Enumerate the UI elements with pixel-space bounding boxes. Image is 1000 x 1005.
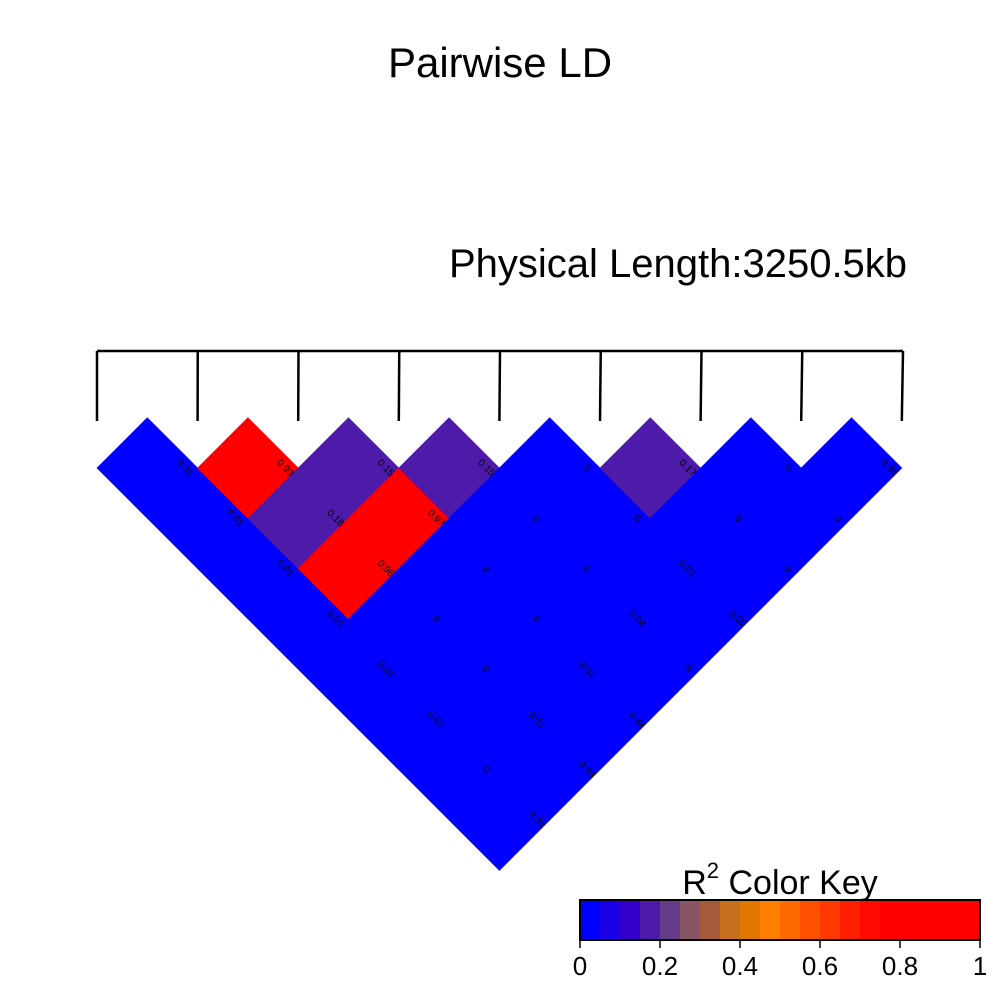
color-key-swatch-14 (860, 900, 881, 940)
color-key-swatch-9 (760, 900, 781, 940)
color-key-swatch-12 (820, 900, 841, 940)
ld-cells (97, 418, 902, 871)
color-key-swatch-16 (900, 900, 921, 940)
color-key-swatch-8 (740, 900, 761, 940)
map-connector-5 (600, 351, 601, 421)
color-key-tick-label-3: 0.6 (802, 951, 838, 981)
color-key-swatch-18 (940, 900, 961, 940)
color-key-swatch-3 (640, 900, 661, 940)
color-key-tick-label-4: 0.8 (882, 951, 918, 981)
color-key-title: R2 Color Key (682, 858, 878, 902)
color-key-swatch-0 (580, 900, 601, 940)
color-key-bar (580, 900, 981, 940)
map-connector-4 (499, 351, 500, 421)
color-key-swatch-5 (680, 900, 701, 940)
map-connector-6 (701, 351, 702, 421)
color-key-swatch-19 (960, 900, 981, 940)
color-key-swatch-10 (780, 900, 801, 940)
color-key-swatch-4 (660, 900, 681, 940)
color-key-swatch-2 (620, 900, 641, 940)
color-key-swatch-17 (920, 900, 941, 940)
color-key-tick-label-5: 1 (973, 951, 987, 981)
color-key-swatch-1 (600, 900, 621, 940)
color-key-swatch-7 (720, 900, 741, 940)
color-key-swatch-6 (700, 900, 721, 940)
chart-title: Pairwise LD (388, 39, 612, 86)
physical-length-label: Physical Length:3250.5kb (449, 242, 907, 286)
color-key-tick-label-1: 0.2 (642, 951, 678, 981)
color-key-tick-label-0: 0 (573, 951, 587, 981)
map-connector-8 (902, 351, 903, 421)
color-key-ticks: 0 0.2 0.4 0.6 0.8 1 (573, 940, 987, 981)
color-key-swatch-15 (880, 900, 901, 940)
color-key-swatch-13 (840, 900, 861, 940)
color-key-swatch-11 (800, 900, 821, 940)
color-key: R2 Color Key 0 0.2 0.4 0.6 0.8 1 (573, 858, 987, 981)
snp-position-map (97, 351, 903, 421)
map-connector-7 (801, 351, 802, 421)
color-key-tick-label-2: 0.4 (722, 951, 758, 981)
